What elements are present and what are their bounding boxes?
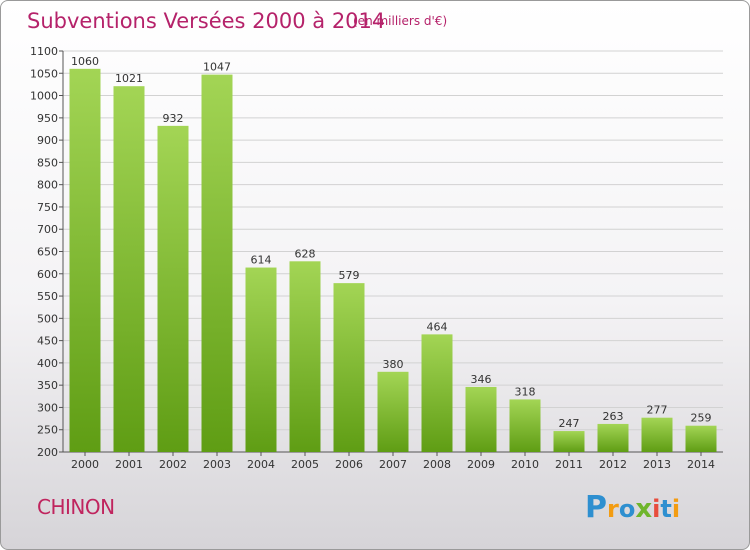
value-label-2012: 263 (603, 410, 624, 423)
proxiti-logo: Proxiti (585, 490, 680, 525)
value-label-2010: 318 (515, 385, 536, 398)
value-label-2007: 380 (383, 358, 404, 371)
bar-2005 (289, 261, 321, 452)
x-tick-label-2009: 2009 (467, 458, 495, 471)
bar-2011 (553, 431, 585, 452)
y-tick-label: 900 (37, 134, 58, 147)
axes: 200 250 300 350 400 450 500 550 600 650 700 750 800 8… (30, 45, 723, 471)
y-tick-label: 550 (37, 290, 58, 303)
bar-2002 (157, 125, 189, 452)
value-label-2006: 579 (339, 269, 360, 282)
y-tick-label: 650 (37, 246, 58, 259)
x-tick-label-2010: 2010 (511, 458, 539, 471)
bar-2004 (245, 267, 277, 452)
bar-2009 (465, 386, 497, 452)
y-tick-label: 450 (37, 335, 58, 348)
bar-2013 (641, 417, 673, 452)
y-tick-label: 400 (37, 357, 58, 370)
x-tick-label-2011: 2011 (555, 458, 583, 471)
x-tick-label-2012: 2012 (599, 458, 627, 471)
value-label-2008: 464 (427, 320, 448, 333)
value-label-2014: 259 (691, 412, 712, 425)
y-tick-label: 950 (37, 112, 58, 125)
y-tick-label: 200 (37, 446, 58, 459)
y-tick-label: 250 (37, 424, 58, 437)
bar-2010 (509, 399, 541, 452)
value-label-2013: 277 (647, 404, 668, 417)
y-tick-label: 500 (37, 312, 58, 325)
value-label-2000: 1060 (71, 55, 99, 68)
y-tick-label: 850 (37, 156, 58, 169)
x-tick-label-2004: 2004 (247, 458, 275, 471)
x-tick-label-2013: 2013 (643, 458, 671, 471)
y-tick-label: 1100 (30, 45, 58, 58)
x-tick-label-2000: 2000 (71, 458, 99, 471)
bar-2001 (113, 86, 145, 453)
y-tick-label: 1050 (30, 67, 58, 80)
y-tick-label: 1000 (30, 90, 58, 103)
svg-text:Proxiti: Proxiti (585, 490, 680, 525)
bar-2012 (597, 423, 629, 452)
x-tick-label-2014: 2014 (687, 458, 715, 471)
y-tick-label: 600 (37, 268, 58, 281)
bar-2000 (69, 68, 101, 453)
value-label-2005: 628 (295, 247, 316, 260)
x-tick-label-2006: 2006 (335, 458, 363, 471)
value-label-2002: 932 (163, 112, 184, 125)
bar-2006 (333, 283, 365, 452)
bar-2003 (201, 74, 233, 452)
bars: 1060 1021 932 1047 614 628 579 380 464 346 318 247 2… (69, 55, 717, 453)
x-tick-label-2002: 2002 (159, 458, 187, 471)
value-label-2011: 247 (559, 417, 580, 430)
value-label-2001: 1021 (115, 72, 143, 85)
value-label-2004: 614 (251, 254, 272, 267)
chart-subtitle: (en milliers d'€) (353, 14, 448, 28)
y-tick-label: 700 (37, 223, 58, 236)
y-tick-label: 300 (37, 401, 58, 414)
y-tick-label: 750 (37, 201, 58, 214)
commune-name: CHINON (37, 495, 115, 519)
y-tick-label: 350 (37, 379, 58, 392)
x-tick-label-2008: 2008 (423, 458, 451, 471)
x-tick-label-2003: 2003 (203, 458, 231, 471)
x-tick-label-2005: 2005 (291, 458, 319, 471)
x-tick-label-2001: 2001 (115, 458, 143, 471)
y-tick-label: 800 (37, 179, 58, 192)
value-label-2003: 1047 (203, 61, 231, 74)
bar-2008 (421, 334, 453, 452)
chart-title: Subventions Versées 2000 à 2014 (27, 9, 386, 33)
value-label-2009: 346 (471, 373, 492, 386)
bar-2014 (685, 425, 717, 452)
x-tick-label-2007: 2007 (379, 458, 407, 471)
bar-2007 (377, 371, 409, 452)
